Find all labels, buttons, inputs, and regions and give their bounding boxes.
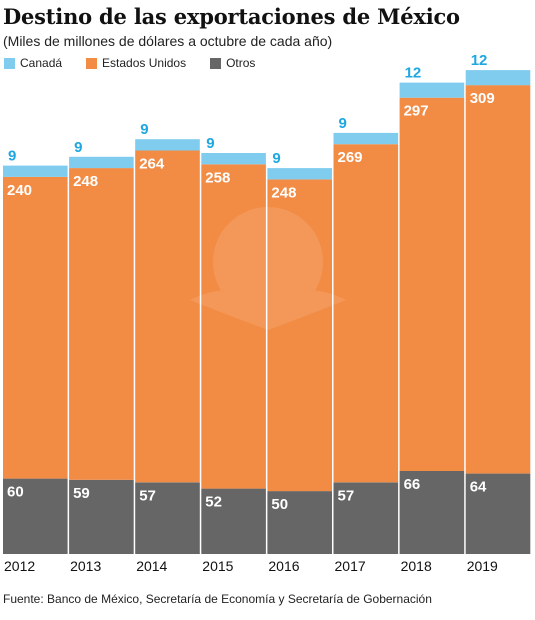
bar-estados-unidos-2014: [135, 150, 200, 483]
label-estados-unidos-2015: 258: [205, 169, 230, 186]
watermark-emblem: [190, 207, 346, 330]
label-canada-2014: 9: [140, 121, 148, 138]
bar-otros-2017: [333, 482, 399, 554]
legend-item-canada: Canadá: [4, 56, 62, 70]
legend-swatch-otros: [210, 57, 222, 69]
legend-label-otros: Otros: [226, 56, 256, 70]
legend: Canadá Estados Unidos Otros: [4, 55, 279, 71]
label-otros-2018: 66: [404, 476, 421, 493]
bar-canada-2019: [465, 70, 531, 86]
label-canada-2018: 12: [405, 65, 422, 82]
source-note: Fuente: Banco de México, Secretaría de E…: [3, 592, 432, 606]
label-canada-2013: 9: [74, 139, 82, 156]
bar-estados-unidos-2013: [69, 168, 134, 480]
legend-label-estados-unidos: Estados Unidos: [102, 56, 187, 70]
legend-item-estados-unidos: Estados Unidos: [86, 56, 186, 70]
x-tick-label-2014: 2014: [136, 558, 167, 574]
x-tick-label-2012: 2012: [4, 558, 35, 574]
label-canada-2017: 9: [339, 115, 347, 132]
label-otros-2016: 50: [271, 496, 288, 513]
legend-swatch-canada: [4, 57, 15, 69]
bar-estados-unidos-2017: [333, 144, 399, 483]
label-canada-2016: 9: [272, 150, 280, 167]
chart-subtitle: (Miles de millones de dólares a octubre …: [3, 33, 333, 49]
label-otros-2012: 60: [7, 484, 24, 501]
label-otros-2017: 57: [338, 487, 355, 504]
label-canada-2012: 9: [8, 148, 16, 165]
bar-estados-unidos-2012: [3, 176, 68, 479]
legend-swatch-estados-unidos: [86, 57, 98, 69]
label-canada-2019: 12: [471, 52, 488, 69]
bar-canada-2013: [69, 156, 134, 169]
bar-otros-2019: [465, 473, 531, 554]
label-otros-2014: 57: [139, 487, 156, 504]
bar-estados-unidos-2015: [201, 164, 266, 489]
label-estados-unidos-2012: 240: [7, 182, 32, 199]
bar-estados-unidos-2018: [399, 97, 465, 471]
x-tick-label-2017: 2017: [335, 558, 366, 574]
bar-estados-unidos-2016: [267, 179, 332, 492]
label-estados-unidos-2018: 297: [404, 103, 429, 120]
x-tick-label-2019: 2019: [467, 558, 498, 574]
label-canada-2015: 9: [206, 135, 214, 152]
bar-otros-2014: [135, 482, 200, 554]
legend-label-canada: Canadá: [20, 56, 63, 70]
chart-title: Destino de las exportaciones de México: [3, 4, 460, 29]
bar-otros-2018: [399, 471, 465, 554]
bar-canada-2015: [201, 153, 266, 165]
x-tick-label-2016: 2016: [268, 558, 299, 574]
bar-canada-2012: [3, 165, 68, 177]
label-estados-unidos-2019: 309: [470, 90, 495, 107]
x-tick-label-2018: 2018: [401, 558, 432, 574]
bar-otros-2016: [267, 491, 332, 554]
bar-canada-2014: [135, 139, 200, 151]
x-tick-label-2013: 2013: [70, 558, 101, 574]
label-estados-unidos-2013: 248: [73, 173, 98, 190]
bar-otros-2012: [3, 478, 68, 554]
bar-canada-2017: [333, 132, 399, 145]
label-otros-2013: 59: [73, 485, 90, 502]
label-estados-unidos-2016: 248: [271, 184, 296, 201]
bar-otros-2015: [201, 488, 266, 554]
legend-item-otros: Otros: [210, 56, 255, 70]
label-estados-unidos-2014: 264: [139, 156, 165, 173]
bar-estados-unidos-2019: [465, 85, 531, 474]
label-estados-unidos-2017: 269: [338, 149, 363, 166]
bar-canada-2016: [267, 168, 332, 180]
label-otros-2019: 64: [470, 479, 487, 496]
x-tick-label-2015: 2015: [202, 558, 233, 574]
bar-canada-2018: [399, 82, 465, 98]
label-otros-2015: 52: [205, 494, 222, 511]
bar-otros-2013: [69, 479, 134, 554]
